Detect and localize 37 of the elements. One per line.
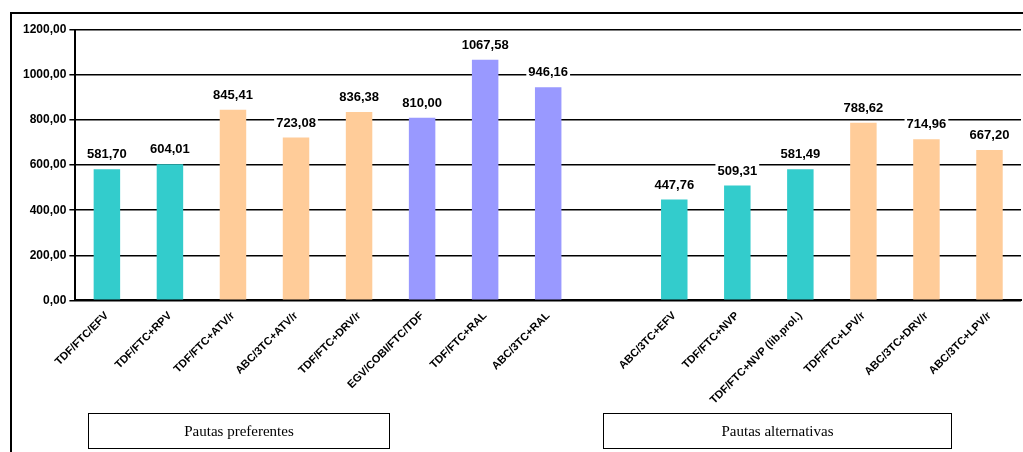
y-tick-label: 600,00 <box>29 157 67 172</box>
bar <box>156 164 184 300</box>
data-label: 723,08 <box>276 114 316 130</box>
data-label: 788,62 <box>843 99 884 115</box>
bar <box>661 199 688 300</box>
bar <box>724 185 751 300</box>
data-label: 447,76 <box>654 176 695 192</box>
data-label: 1067,58 <box>461 36 509 52</box>
bar <box>976 150 1003 300</box>
data-label: 810,00 <box>402 94 442 110</box>
data-label: 667,20 <box>969 127 1010 143</box>
bar <box>282 137 310 300</box>
bar <box>534 87 562 300</box>
text: Pautas preferentes <box>88 413 390 449</box>
data-label: 509,31 <box>717 162 758 178</box>
bar <box>787 169 814 300</box>
bar <box>471 59 499 300</box>
text: Pautas alternativas <box>603 413 952 449</box>
y-tick-label: 200,00 <box>29 247 67 262</box>
data-label: 714,96 <box>906 116 947 132</box>
bar <box>219 109 247 300</box>
data-label: 581,70 <box>87 146 127 162</box>
y-tick-label: 800,00 <box>29 112 67 127</box>
bar <box>345 111 373 300</box>
y-tick-label: 0,00 <box>43 292 67 307</box>
bar <box>913 139 940 300</box>
bar <box>850 122 877 300</box>
bar <box>93 169 121 300</box>
y-tick-label: 1000,00 <box>22 67 67 82</box>
data-label: 946,16 <box>528 64 569 80</box>
data-label: 604,01 <box>150 141 190 157</box>
data-label: 581,49 <box>780 146 821 162</box>
data-label: 845,41 <box>213 86 253 102</box>
data-label: 836,38 <box>339 88 379 104</box>
y-tick-label: 400,00 <box>29 202 67 217</box>
y-tick-label: 1200,00 <box>22 22 67 37</box>
bar <box>408 117 436 300</box>
